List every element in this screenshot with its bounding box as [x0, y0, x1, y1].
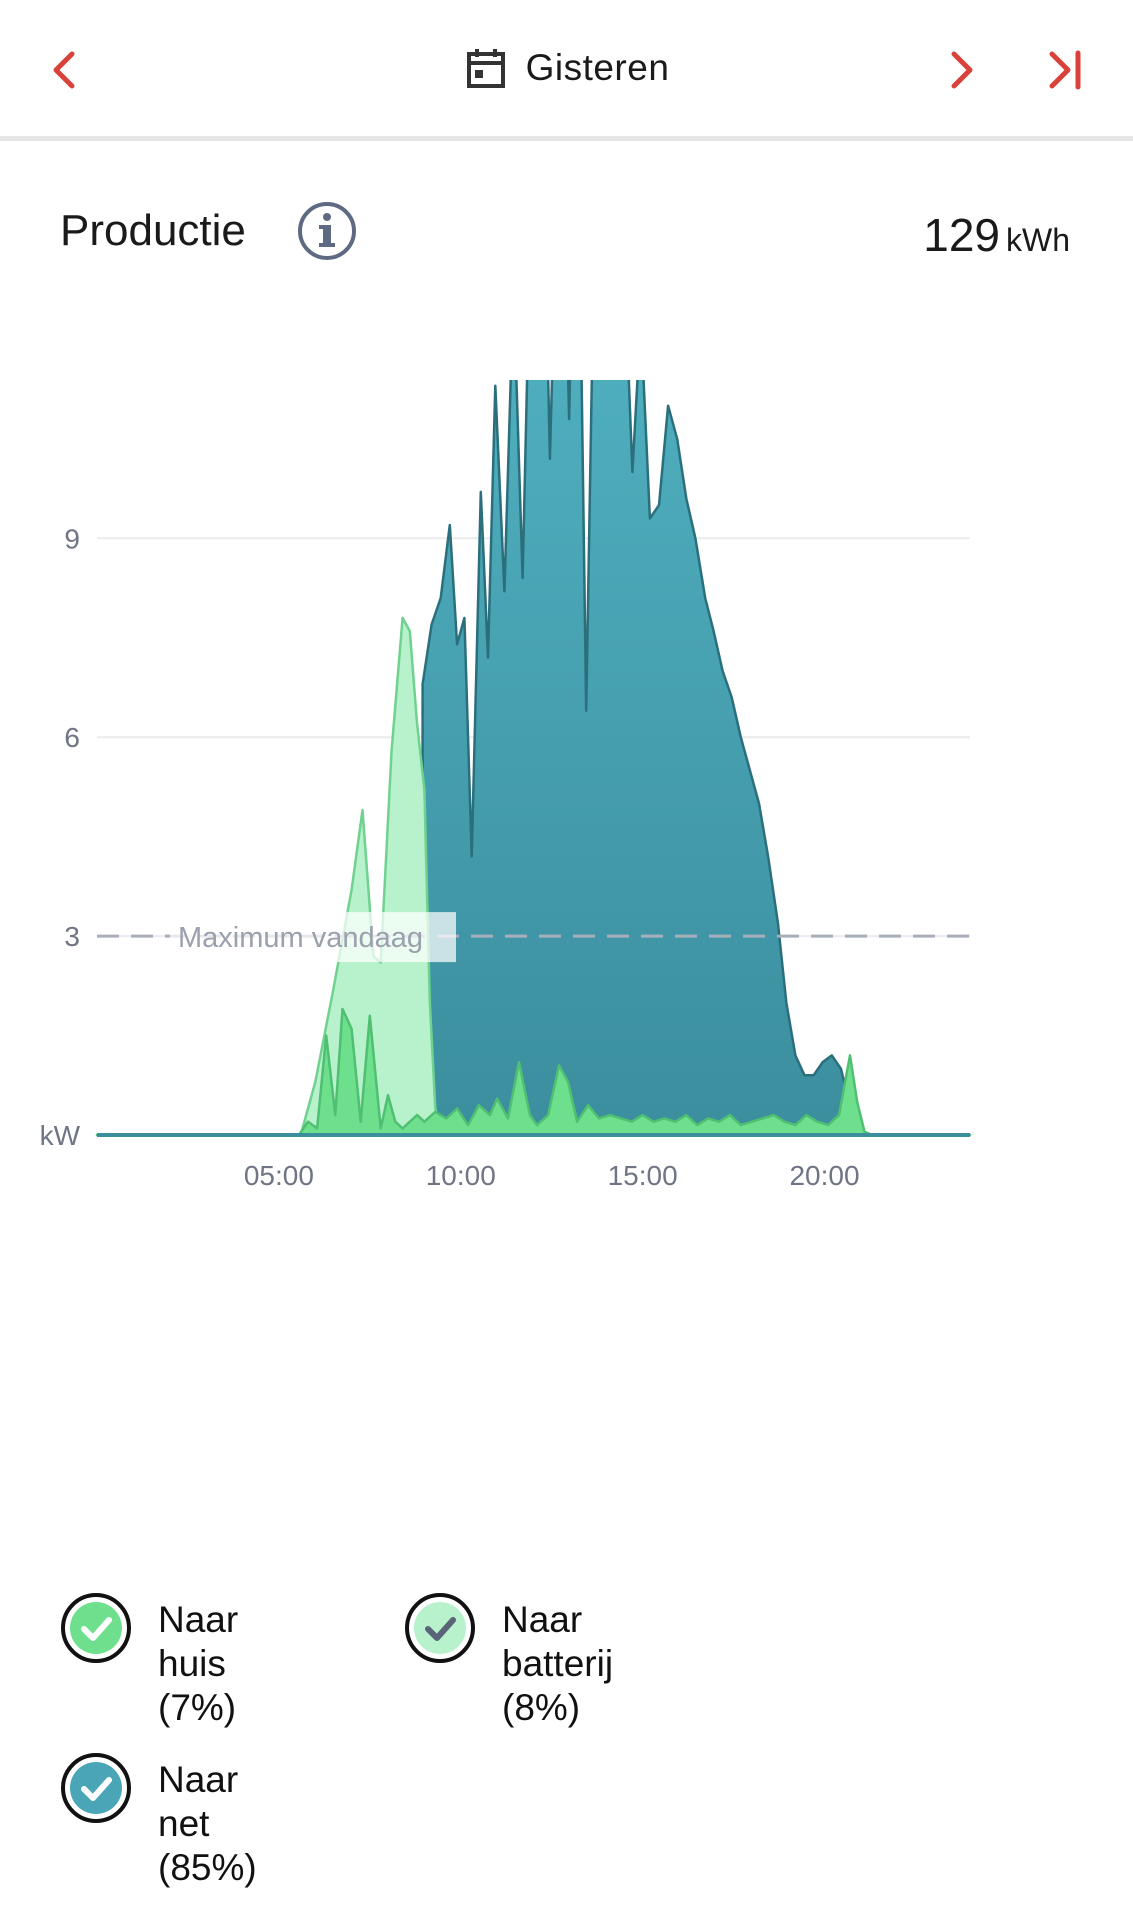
legend-label: Naar huis	[158, 1599, 239, 1684]
legend-percent: (85%)	[158, 1847, 257, 1888]
chart-areas	[95, 380, 972, 1137]
info-icon[interactable]	[296, 200, 358, 262]
check-circle-icon	[61, 1593, 131, 1663]
legend-percent: (8%)	[502, 1687, 581, 1728]
legend-item-naar-huis[interactable]: Naar huis (7%)	[60, 1592, 238, 1730]
date-label: Gisteren	[525, 47, 670, 88]
x-tick-label: 10:00	[426, 1160, 496, 1191]
max-label: Maximum vandaag	[178, 922, 423, 954]
skip-to-last-icon	[1049, 50, 1081, 90]
legend-text: Naar net (85%)	[158, 1758, 257, 1890]
area-naar-net	[421, 380, 870, 1137]
y-tick-label: 3	[64, 921, 80, 952]
total-unit: kWh	[1006, 222, 1070, 258]
check-circle-icon	[405, 1593, 475, 1663]
section-header: Productie 129 kWh	[60, 200, 1070, 270]
legend-label: Naar net	[158, 1759, 239, 1844]
y-axis-unit: kW	[40, 1120, 81, 1151]
x-tick-label: 20:00	[789, 1160, 859, 1191]
production-chart: Maximum vandaag 3691215kW05:0010:0015:00…	[40, 380, 972, 1191]
next-day-button[interactable]	[932, 40, 992, 100]
legend-percent: (7%)	[158, 1687, 237, 1728]
x-tick-label: 05:00	[244, 1160, 314, 1191]
date-selector[interactable]: Gisteren	[0, 38, 1133, 98]
legend-label: Naar batterij	[502, 1599, 614, 1684]
x-tick-label: 15:00	[608, 1160, 678, 1191]
legend-text: Naar batterij (8%)	[502, 1598, 613, 1730]
last-day-button[interactable]	[1036, 40, 1096, 100]
y-tick-label: 9	[64, 523, 80, 554]
production-total: 129 kWh	[923, 208, 1070, 262]
reference-line: Maximum vandaag	[97, 912, 970, 963]
legend-item-naar-net[interactable]: Naar net (85%)	[60, 1752, 257, 1890]
total-value: 129	[923, 209, 1000, 261]
check-circle-icon	[61, 1753, 131, 1823]
chevron-right-icon	[951, 51, 973, 89]
max-label-bg	[170, 912, 456, 963]
section-title: Productie	[60, 206, 246, 255]
legend-text: Naar huis (7%)	[158, 1598, 238, 1730]
legend-item-naar-batterij[interactable]: Naar batterij (8%)	[404, 1592, 613, 1730]
previous-day-button[interactable]	[34, 40, 94, 100]
calendar-icon	[466, 49, 505, 88]
y-tick-label: 6	[64, 722, 80, 753]
top-bar: Gisteren	[0, 0, 1133, 141]
area-naar-huis	[95, 1007, 972, 1137]
chevron-left-icon	[53, 51, 75, 89]
